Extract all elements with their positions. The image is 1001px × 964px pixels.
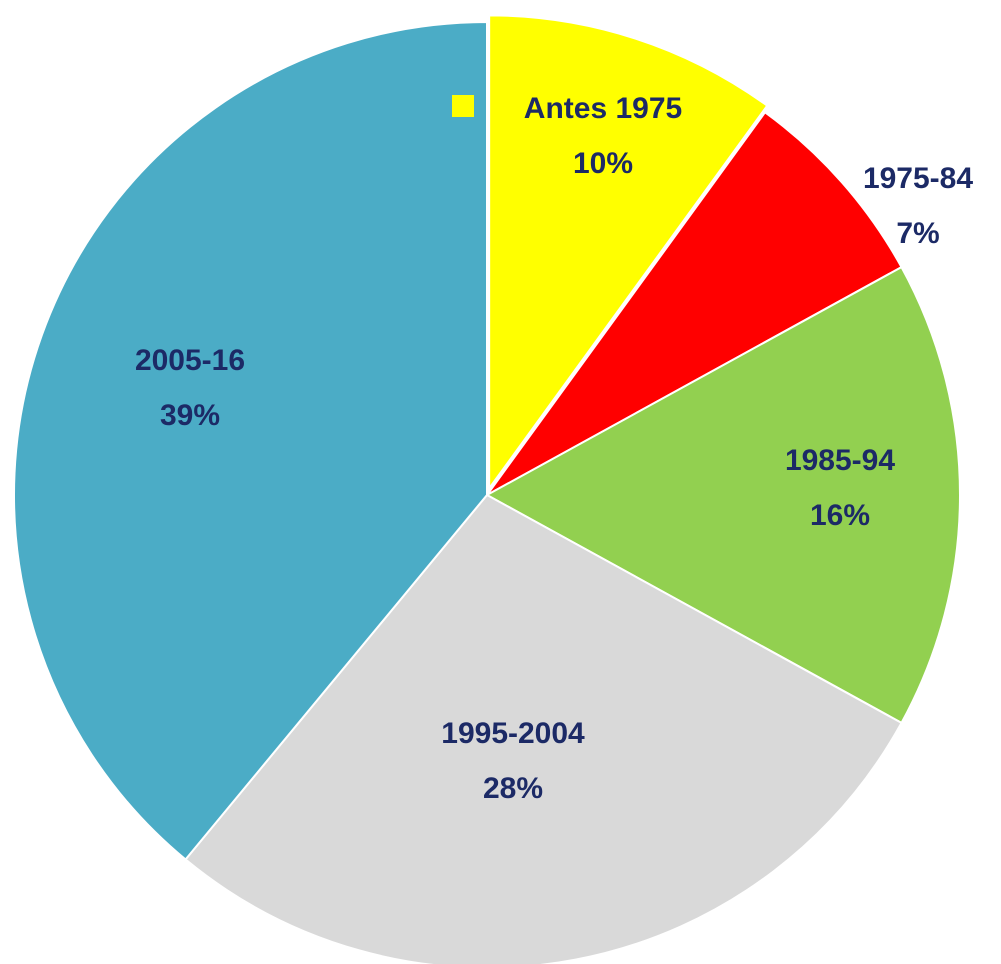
pie-slice (184, 493, 903, 964)
category-label: 1985-94 (785, 444, 895, 477)
value-label: 10% (573, 147, 633, 180)
value-label: 7% (896, 217, 939, 250)
pie-slice (484, 265, 961, 725)
category-label: 2005-16 (135, 344, 245, 377)
category-label: 1975-84 (863, 162, 973, 195)
pie-slice (486, 110, 903, 496)
category-label: 1995-2004 (441, 717, 585, 750)
category-label: Antes 1975 (524, 92, 682, 125)
value-label: 39% (160, 399, 220, 432)
value-label: 28% (483, 772, 543, 805)
value-label: 16% (810, 499, 870, 532)
pie-slice (12, 20, 488, 861)
pie-slice (488, 14, 769, 492)
legend-key (452, 95, 474, 117)
